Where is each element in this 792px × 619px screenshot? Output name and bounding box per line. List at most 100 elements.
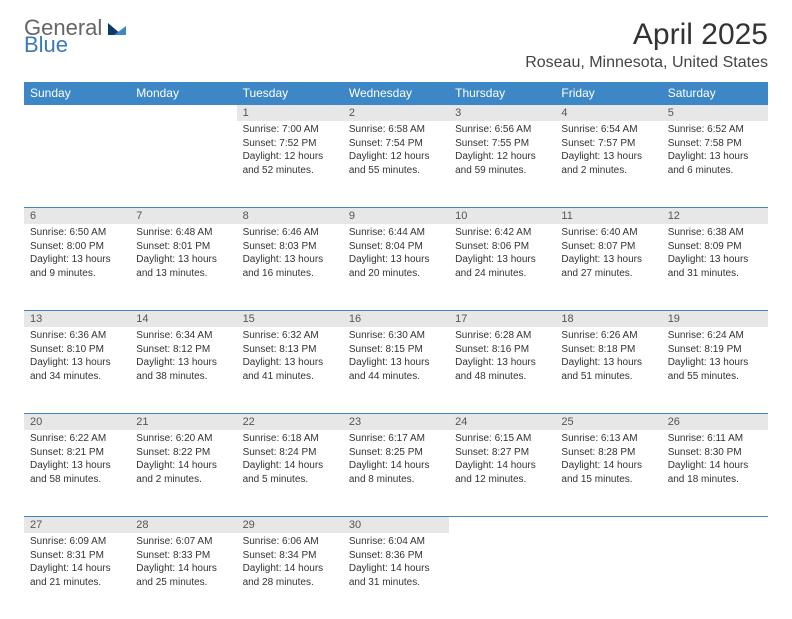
day-number: 11 — [555, 207, 661, 224]
day-cell: Sunrise: 6:30 AMSunset: 8:15 PMDaylight:… — [343, 327, 449, 413]
weekday-header: Monday — [130, 82, 236, 104]
day-number: 18 — [555, 310, 661, 327]
sunset-text: Sunset: 8:33 PM — [136, 549, 230, 563]
sunrise-text: Sunrise: 7:00 AM — [243, 123, 337, 137]
day-cell-body: Sunrise: 6:38 AMSunset: 8:09 PMDaylight:… — [662, 224, 768, 286]
sunset-text: Sunset: 7:52 PM — [243, 137, 337, 151]
day-cell: Sunrise: 6:54 AMSunset: 7:57 PMDaylight:… — [555, 121, 661, 207]
day-cell-body: Sunrise: 6:07 AMSunset: 8:33 PMDaylight:… — [130, 533, 236, 595]
day-cell-body: Sunrise: 6:56 AMSunset: 7:55 PMDaylight:… — [449, 121, 555, 183]
day-number: 1 — [237, 104, 343, 121]
daylight-text: Daylight: 14 hours and 28 minutes. — [243, 562, 337, 589]
day-cell: Sunrise: 6:34 AMSunset: 8:12 PMDaylight:… — [130, 327, 236, 413]
day-cell: Sunrise: 6:56 AMSunset: 7:55 PMDaylight:… — [449, 121, 555, 207]
daylight-text: Daylight: 13 hours and 20 minutes. — [349, 253, 443, 280]
sunset-text: Sunset: 7:55 PM — [455, 137, 549, 151]
day-number: 19 — [662, 310, 768, 327]
day-cell-body: Sunrise: 6:22 AMSunset: 8:21 PMDaylight:… — [24, 430, 130, 492]
daylight-text: Daylight: 14 hours and 31 minutes. — [349, 562, 443, 589]
day-number-empty — [662, 516, 768, 533]
sunrise-text: Sunrise: 6:56 AM — [455, 123, 549, 137]
daynum-row: 27282930 — [24, 516, 768, 533]
sunrise-text: Sunrise: 6:13 AM — [561, 432, 655, 446]
day-cell-body: Sunrise: 6:54 AMSunset: 7:57 PMDaylight:… — [555, 121, 661, 183]
weekday-header: Friday — [555, 82, 661, 104]
day-number: 8 — [237, 207, 343, 224]
day-number: 29 — [237, 516, 343, 533]
daylight-text: Daylight: 14 hours and 5 minutes. — [243, 459, 337, 486]
sunset-text: Sunset: 8:30 PM — [668, 446, 762, 460]
weekday-header: Wednesday — [343, 82, 449, 104]
sunset-text: Sunset: 7:54 PM — [349, 137, 443, 151]
day-cell-body: Sunrise: 6:46 AMSunset: 8:03 PMDaylight:… — [237, 224, 343, 286]
day-cell — [24, 121, 130, 207]
daylight-text: Daylight: 13 hours and 24 minutes. — [455, 253, 549, 280]
day-number: 25 — [555, 413, 661, 430]
day-cell-body: Sunrise: 6:18 AMSunset: 8:24 PMDaylight:… — [237, 430, 343, 492]
day-cell: Sunrise: 6:04 AMSunset: 8:36 PMDaylight:… — [343, 533, 449, 619]
location-text: Roseau, Minnesota, United States — [525, 54, 768, 72]
logo-text-block: General Blue — [24, 18, 126, 56]
title-block: April 2025 Roseau, Minnesota, United Sta… — [525, 18, 768, 72]
sunrise-text: Sunrise: 6:15 AM — [455, 432, 549, 446]
day-cell: Sunrise: 6:13 AMSunset: 8:28 PMDaylight:… — [555, 430, 661, 516]
day-cell-body: Sunrise: 6:28 AMSunset: 8:16 PMDaylight:… — [449, 327, 555, 389]
day-number: 16 — [343, 310, 449, 327]
day-number-empty — [555, 516, 661, 533]
day-cell: Sunrise: 6:26 AMSunset: 8:18 PMDaylight:… — [555, 327, 661, 413]
daylight-text: Daylight: 14 hours and 2 minutes. — [136, 459, 230, 486]
month-title: April 2025 — [525, 18, 768, 52]
sunset-text: Sunset: 8:34 PM — [243, 549, 337, 563]
daylight-text: Daylight: 13 hours and 9 minutes. — [30, 253, 124, 280]
day-number: 4 — [555, 104, 661, 121]
daylight-text: Daylight: 12 hours and 55 minutes. — [349, 150, 443, 177]
day-cell-body: Sunrise: 6:32 AMSunset: 8:13 PMDaylight:… — [237, 327, 343, 389]
logo: General Blue — [24, 18, 128, 56]
sunset-text: Sunset: 8:31 PM — [30, 549, 124, 563]
day-cell: Sunrise: 6:46 AMSunset: 8:03 PMDaylight:… — [237, 224, 343, 310]
week-row: Sunrise: 7:00 AMSunset: 7:52 PM Daylight:… — [24, 121, 768, 207]
daylight-text: Daylight: 13 hours and 34 minutes. — [30, 356, 124, 383]
day-number: 15 — [237, 310, 343, 327]
sunset-text: Sunset: 8:01 PM — [136, 240, 230, 254]
day-cell: Sunrise: 6:18 AMSunset: 8:24 PMDaylight:… — [237, 430, 343, 516]
daylight-text: Daylight: 14 hours and 18 minutes. — [668, 459, 762, 486]
daylight-text: Daylight: 14 hours and 8 minutes. — [349, 459, 443, 486]
sunrise-text: Sunrise: 6:22 AM — [30, 432, 124, 446]
day-cell: Sunrise: 6:32 AMSunset: 8:13 PMDaylight:… — [237, 327, 343, 413]
day-cell: Sunrise: 7:00 AMSunset: 7:52 PMDaylight:… — [237, 121, 343, 207]
day-cell-body: Sunrise: 6:52 AMSunset: 7:58 PMDaylight:… — [662, 121, 768, 183]
sunrise-text: Sunrise: 6:32 AM — [243, 329, 337, 343]
sunrise-text: Sunrise: 6:24 AM — [668, 329, 762, 343]
day-number: 7 — [130, 207, 236, 224]
day-cell-body: Sunrise: 6:44 AMSunset: 8:04 PMDaylight:… — [343, 224, 449, 286]
day-cell-body: Sunrise: 6:09 AMSunset: 8:31 PMDaylight:… — [24, 533, 130, 595]
week-row: Sunrise: 6:50 AMSunset: 8:00 PMDaylight:… — [24, 224, 768, 310]
day-number: 6 — [24, 207, 130, 224]
weekday-header: Saturday — [662, 82, 768, 104]
sunset-text: Sunset: 8:10 PM — [30, 343, 124, 357]
sunset-text: Sunset: 8:16 PM — [455, 343, 549, 357]
day-cell-body: Sunrise: 7:00 AMSunset: 7:52 PMDaylight:… — [237, 121, 343, 183]
sunrise-text: Sunrise: 6:04 AM — [349, 535, 443, 549]
daylight-text: Daylight: 14 hours and 25 minutes. — [136, 562, 230, 589]
daylight-text: Daylight: 13 hours and 2 minutes. — [561, 150, 655, 177]
sunrise-text: Sunrise: 6:34 AM — [136, 329, 230, 343]
sunrise-text: Sunrise: 6:52 AM — [668, 123, 762, 137]
sunrise-text: Sunrise: 6:17 AM — [349, 432, 443, 446]
daynum-row: 12345 — [24, 104, 768, 121]
sunrise-text: Sunrise: 6:54 AM — [561, 123, 655, 137]
day-number: 26 — [662, 413, 768, 430]
sunrise-text: Sunrise: 6:18 AM — [243, 432, 337, 446]
sunrise-text: Sunrise: 6:50 AM — [30, 226, 124, 240]
day-number: 10 — [449, 207, 555, 224]
daylight-text: Daylight: 13 hours and 58 minutes. — [30, 459, 124, 486]
weekday-header: Sunday — [24, 82, 130, 104]
sunrise-text: Sunrise: 6:30 AM — [349, 329, 443, 343]
daylight-text: Daylight: 14 hours and 12 minutes. — [455, 459, 549, 486]
day-number: 27 — [24, 516, 130, 533]
daylight-text: Daylight: 13 hours and 31 minutes. — [668, 253, 762, 280]
sunset-text: Sunset: 8:27 PM — [455, 446, 549, 460]
daylight-text: Daylight: 13 hours and 44 minutes. — [349, 356, 443, 383]
day-cell: Sunrise: 6:38 AMSunset: 8:09 PMDaylight:… — [662, 224, 768, 310]
